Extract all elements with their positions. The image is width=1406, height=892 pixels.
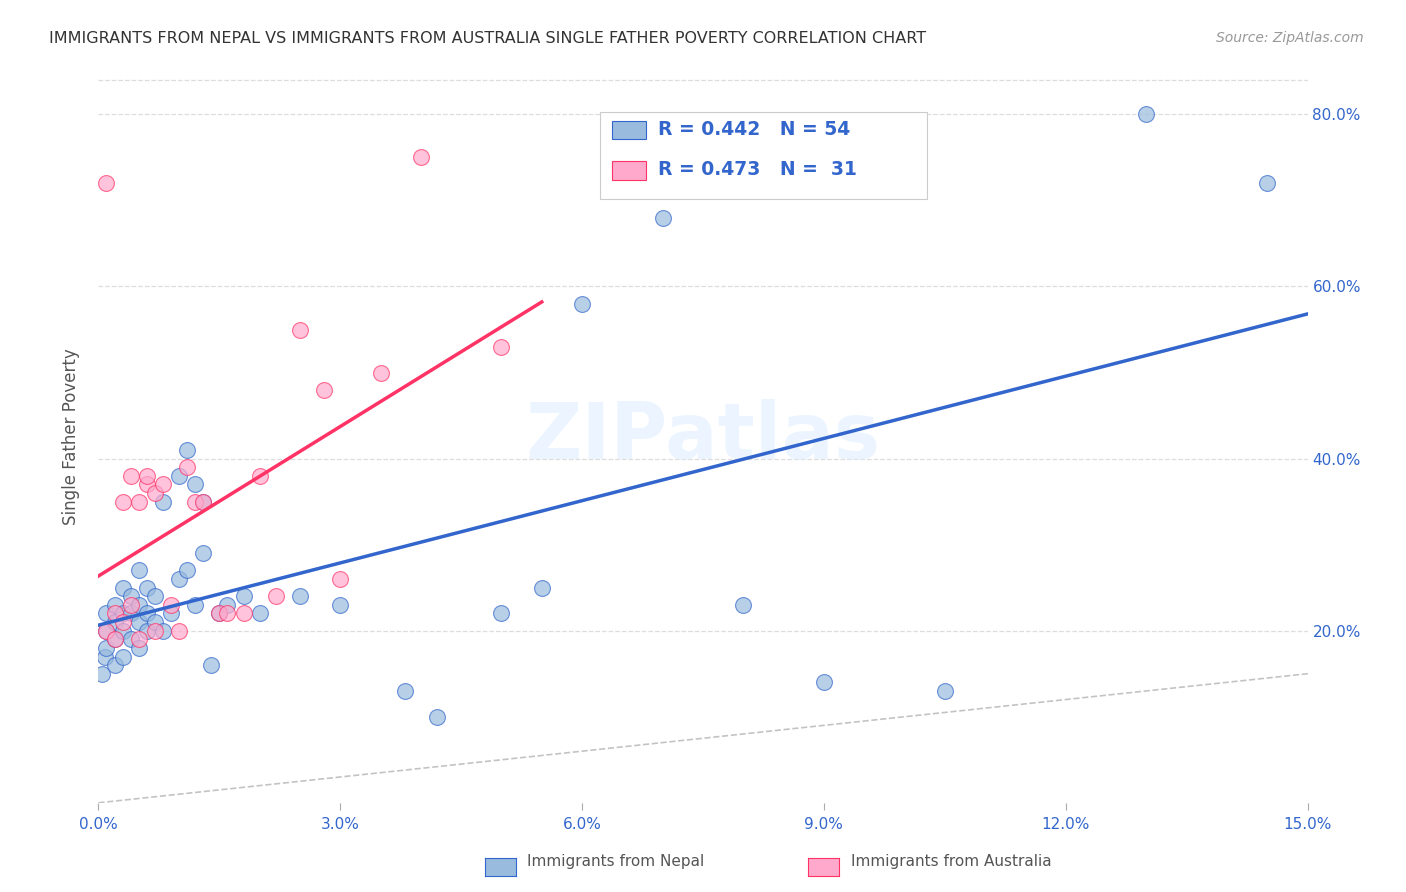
Point	[409, 150, 432, 164]
Point	[208, 607, 231, 621]
Point	[111, 649, 134, 664]
Text: ZIPatlas: ZIPatlas	[526, 399, 880, 475]
Point	[120, 632, 142, 647]
Point	[135, 624, 157, 638]
Point	[91, 666, 114, 681]
Point	[176, 442, 198, 457]
Point	[167, 624, 190, 638]
Point	[571, 296, 593, 310]
Point	[96, 607, 118, 621]
Point	[200, 658, 222, 673]
Point	[288, 589, 311, 603]
Point	[120, 468, 142, 483]
Point	[232, 607, 254, 621]
Point	[143, 615, 166, 629]
FancyBboxPatch shape	[613, 161, 647, 179]
Point	[128, 640, 150, 655]
Point	[934, 684, 956, 698]
Point	[217, 598, 239, 612]
Point	[184, 494, 207, 508]
Point	[96, 176, 118, 190]
Point	[111, 581, 134, 595]
Point	[329, 598, 352, 612]
Point	[193, 494, 215, 508]
Point	[208, 607, 231, 621]
Point	[96, 624, 118, 638]
Point	[184, 477, 207, 491]
Point	[249, 607, 271, 621]
Point	[120, 598, 142, 612]
Point	[491, 340, 513, 354]
Point	[394, 684, 416, 698]
Point	[103, 632, 125, 647]
Point	[1256, 176, 1278, 190]
Point	[193, 494, 215, 508]
Y-axis label: Single Father Poverty: Single Father Poverty	[62, 349, 80, 525]
Point	[160, 607, 183, 621]
FancyBboxPatch shape	[613, 121, 647, 139]
Point	[733, 598, 755, 612]
Text: Source: ZipAtlas.com: Source: ZipAtlas.com	[1216, 31, 1364, 45]
Point	[96, 624, 118, 638]
Point	[329, 572, 352, 586]
Point	[128, 494, 150, 508]
Point	[120, 607, 142, 621]
Point	[143, 589, 166, 603]
Point	[249, 468, 271, 483]
Point	[217, 607, 239, 621]
Point	[152, 477, 174, 491]
Point	[370, 366, 392, 380]
Point	[96, 640, 118, 655]
Point	[176, 564, 198, 578]
Point	[167, 468, 190, 483]
Point	[152, 624, 174, 638]
Point	[135, 477, 157, 491]
Point	[314, 383, 336, 397]
Point	[143, 486, 166, 500]
Point	[120, 589, 142, 603]
Point	[143, 624, 166, 638]
Point	[128, 615, 150, 629]
Point	[426, 710, 449, 724]
Text: Immigrants from Nepal: Immigrants from Nepal	[527, 855, 704, 869]
Point	[160, 598, 183, 612]
Text: R = 0.473   N =  31: R = 0.473 N = 31	[658, 160, 858, 179]
Point	[232, 589, 254, 603]
Point	[94, 649, 117, 664]
Point	[128, 564, 150, 578]
Point	[135, 607, 157, 621]
Point	[651, 211, 673, 225]
Point	[152, 494, 174, 508]
Point	[176, 460, 198, 475]
Point	[103, 598, 125, 612]
Point	[167, 572, 190, 586]
Text: IMMIGRANTS FROM NEPAL VS IMMIGRANTS FROM AUSTRALIA SINGLE FATHER POVERTY CORRELA: IMMIGRANTS FROM NEPAL VS IMMIGRANTS FROM…	[49, 31, 927, 46]
Text: R = 0.442   N = 54: R = 0.442 N = 54	[658, 120, 851, 138]
Point	[111, 494, 134, 508]
Point	[135, 468, 157, 483]
Point	[1135, 107, 1157, 121]
Point	[135, 581, 157, 595]
Text: Immigrants from Australia: Immigrants from Australia	[851, 855, 1052, 869]
Point	[111, 624, 134, 638]
Point	[193, 546, 215, 560]
Point	[103, 632, 125, 647]
Point	[184, 598, 207, 612]
Point	[264, 589, 287, 603]
Point	[491, 607, 513, 621]
Point	[128, 632, 150, 647]
Point	[813, 675, 835, 690]
Point	[111, 607, 134, 621]
Point	[111, 615, 134, 629]
Point	[103, 607, 125, 621]
Point	[103, 658, 125, 673]
Point	[288, 322, 311, 336]
FancyBboxPatch shape	[600, 112, 927, 200]
Point	[128, 598, 150, 612]
Point	[103, 615, 125, 629]
Point	[530, 581, 553, 595]
